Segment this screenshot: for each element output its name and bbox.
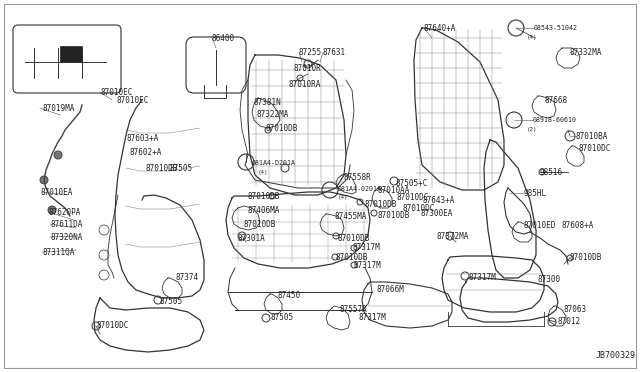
Bar	[60, 46, 82, 62]
Text: 87317M: 87317M	[359, 314, 387, 323]
Text: (4): (4)	[258, 170, 269, 174]
Text: (2): (2)	[527, 126, 538, 131]
Text: 87558R: 87558R	[344, 173, 372, 182]
Text: 87010DC: 87010DC	[579, 144, 611, 153]
Text: (4): (4)	[338, 195, 349, 199]
Text: 86400: 86400	[212, 33, 235, 42]
Text: 87012: 87012	[558, 317, 581, 326]
Text: 87557R: 87557R	[340, 305, 368, 314]
Text: 87010DB: 87010DB	[266, 124, 298, 132]
Text: 87640+A: 87640+A	[424, 23, 456, 32]
Text: 87505: 87505	[160, 298, 183, 307]
Text: 87010DB: 87010DB	[570, 253, 602, 263]
Text: 87010DC: 87010DC	[403, 203, 435, 212]
Text: 87010EC: 87010EC	[116, 96, 148, 105]
Text: 08918-60610: 08918-60610	[533, 117, 577, 123]
Text: 87332MA: 87332MA	[570, 48, 602, 57]
Text: 87602+A: 87602+A	[129, 148, 161, 157]
Text: 87010ED: 87010ED	[524, 221, 556, 230]
Circle shape	[40, 176, 48, 184]
Text: 87010EA: 87010EA	[40, 187, 72, 196]
Text: 87010DB: 87010DB	[247, 192, 280, 201]
Text: 87374: 87374	[175, 273, 198, 282]
Text: 08543-51042: 08543-51042	[534, 25, 578, 31]
Text: 87322MA: 87322MA	[257, 109, 289, 119]
Text: 87010R: 87010R	[294, 64, 322, 73]
FancyBboxPatch shape	[13, 25, 121, 93]
Text: 87505: 87505	[169, 164, 192, 173]
Text: 87010AA: 87010AA	[378, 186, 410, 195]
Text: 87010DB: 87010DB	[338, 234, 371, 243]
Text: 87450: 87450	[278, 292, 301, 301]
Text: 87381N: 87381N	[254, 97, 282, 106]
Text: 87668: 87668	[545, 96, 568, 105]
Text: 87603+A: 87603+A	[126, 134, 158, 142]
Text: 87010BA: 87010BA	[576, 131, 609, 141]
Text: 87010DB: 87010DB	[365, 199, 397, 208]
Text: 87010EC: 87010EC	[100, 87, 132, 96]
Text: 87010DB: 87010DB	[378, 211, 410, 219]
Text: 87010DC: 87010DC	[96, 321, 129, 330]
Text: JB700329: JB700329	[596, 352, 636, 360]
Text: 87010DB: 87010DB	[336, 253, 369, 262]
Text: 87019MA: 87019MA	[42, 103, 74, 112]
Text: 87317M: 87317M	[353, 244, 381, 253]
Text: 87643+A: 87643+A	[423, 196, 456, 205]
FancyBboxPatch shape	[186, 37, 246, 93]
Text: 87010DC: 87010DC	[397, 192, 429, 202]
Text: 87300: 87300	[538, 276, 561, 285]
Text: 87406MA: 87406MA	[248, 205, 280, 215]
Text: 87505: 87505	[271, 314, 294, 323]
Text: 87317M: 87317M	[469, 273, 497, 282]
Text: 985HL: 985HL	[524, 189, 547, 198]
Text: 87311QA: 87311QA	[42, 247, 74, 257]
Text: 87620PA: 87620PA	[48, 208, 81, 217]
Text: 87631: 87631	[323, 48, 346, 57]
Text: 87608+A: 87608+A	[562, 221, 595, 230]
Text: 87066M: 87066M	[377, 285, 404, 295]
Text: (4): (4)	[527, 35, 538, 39]
Text: 081A4-D201A: 081A4-D201A	[252, 160, 296, 166]
Text: 87372MA: 87372MA	[437, 231, 469, 241]
Text: 87455MA: 87455MA	[335, 212, 367, 221]
Text: 87320NA: 87320NA	[50, 232, 83, 241]
Text: 87063: 87063	[564, 305, 587, 314]
Text: 87300EA: 87300EA	[421, 208, 453, 218]
Text: 87611DA: 87611DA	[50, 219, 83, 228]
Text: 98516: 98516	[540, 167, 563, 176]
Circle shape	[48, 206, 56, 214]
Circle shape	[54, 151, 62, 159]
Text: 081A4-0201A: 081A4-0201A	[338, 186, 382, 192]
Text: 87301A: 87301A	[238, 234, 266, 243]
Text: 87505+C: 87505+C	[396, 179, 428, 187]
Text: 87010DB: 87010DB	[244, 219, 276, 228]
Text: 87010DB: 87010DB	[145, 164, 177, 173]
Text: 87255: 87255	[299, 48, 322, 57]
Text: 87010RA: 87010RA	[289, 80, 321, 89]
Text: B7317M: B7317M	[353, 260, 381, 269]
